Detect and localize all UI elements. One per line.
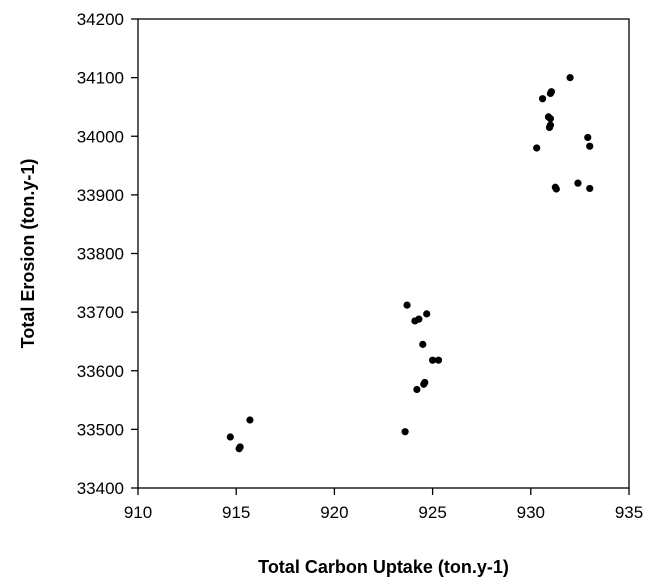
data-points xyxy=(226,74,594,453)
y-tick-label: 33600 xyxy=(77,362,124,381)
data-point xyxy=(552,185,560,193)
y-tick-label: 34200 xyxy=(77,10,124,29)
y-tick-label: 33700 xyxy=(77,303,124,322)
y-tick-label: 34000 xyxy=(77,127,124,146)
data-point xyxy=(584,133,592,142)
y-tick-label: 33800 xyxy=(77,245,124,264)
data-point xyxy=(235,445,243,453)
data-point xyxy=(434,356,443,364)
x-axis-title: Total Carbon Uptake (ton.y-1) xyxy=(258,557,509,577)
x-axis: 910 915 920 925 930 935 xyxy=(124,488,643,522)
x-tick-label: 935 xyxy=(615,503,643,522)
data-point xyxy=(546,115,555,123)
x-tick-label: 920 xyxy=(320,503,348,522)
x-tick-label: 925 xyxy=(418,503,446,522)
data-point xyxy=(545,123,554,132)
data-point xyxy=(419,340,427,348)
y-tick-label: 33900 xyxy=(77,186,124,205)
x-tick-label: 930 xyxy=(517,503,545,522)
data-point xyxy=(413,385,421,394)
plot-frame xyxy=(137,18,630,489)
data-point xyxy=(429,356,437,364)
data-point xyxy=(246,416,254,424)
plot-area xyxy=(137,18,630,489)
data-point xyxy=(586,184,594,193)
data-point xyxy=(415,315,423,323)
y-axis: 33400 33500 33600 33700 33800 33900 34000 34100… xyxy=(77,10,138,498)
y-tick-label: 33400 xyxy=(77,479,124,498)
data-point xyxy=(401,428,409,436)
y-tick-label: 34100 xyxy=(77,69,124,88)
data-point xyxy=(403,301,411,309)
y-tick-label: 33500 xyxy=(77,420,124,439)
data-point xyxy=(586,142,594,150)
data-point xyxy=(566,74,574,82)
data-point xyxy=(533,144,541,152)
data-point xyxy=(226,433,234,441)
data-point xyxy=(423,310,431,318)
data-point xyxy=(574,179,582,187)
x-tick-label: 910 xyxy=(124,503,152,522)
data-point xyxy=(538,95,547,103)
x-tick-label: 915 xyxy=(222,503,250,522)
data-point xyxy=(546,89,555,98)
y-axis-title: Total Erosion (ton.y-1) xyxy=(18,159,38,349)
data-point xyxy=(420,380,428,388)
